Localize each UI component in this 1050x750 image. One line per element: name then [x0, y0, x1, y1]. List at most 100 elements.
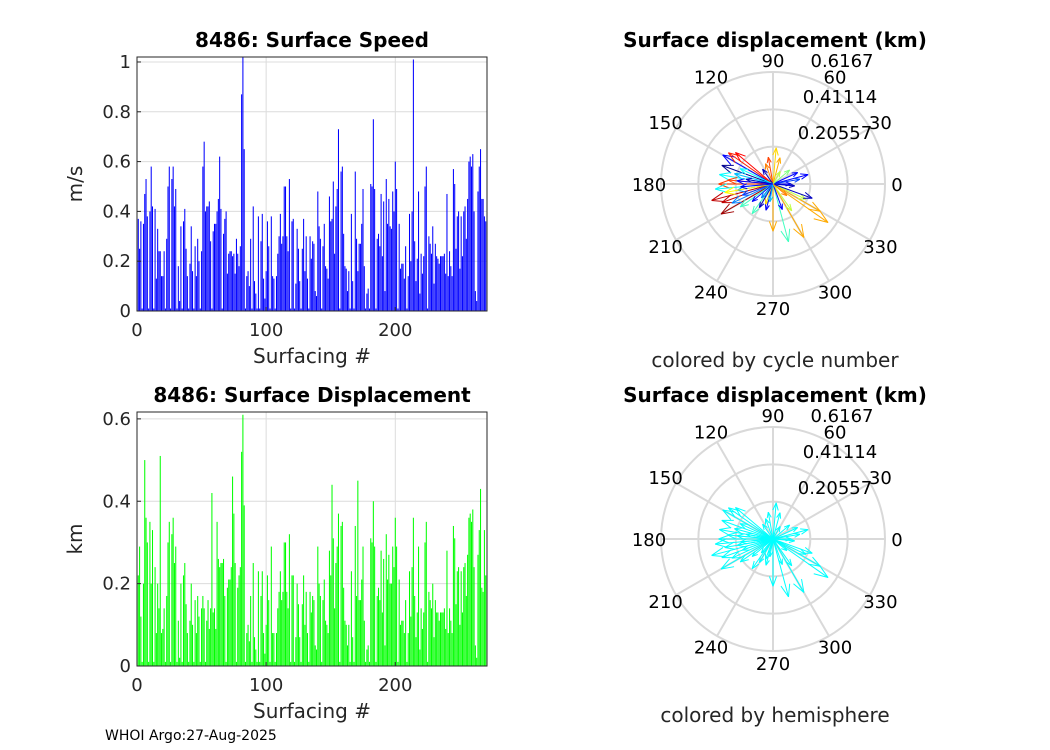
bar: [396, 188, 398, 311]
bar: [182, 575, 185, 666]
bar: [439, 256, 442, 311]
bar: [456, 216, 458, 311]
bar: [277, 608, 279, 666]
bar: [428, 236, 430, 311]
bar: [408, 571, 411, 666]
bar: [303, 575, 305, 666]
arrow-head: [728, 152, 741, 157]
bar: [166, 595, 168, 666]
arrow-head: [751, 563, 760, 570]
arrow-head: [734, 527, 744, 530]
arrow-shaft: [734, 173, 774, 185]
bar: [380, 550, 382, 666]
arrow-head: [735, 152, 746, 157]
bar: [372, 119, 374, 311]
chart-title: Surface displacement (km): [623, 383, 927, 407]
bar: [145, 517, 147, 666]
arrow-shaft: [721, 519, 774, 540]
arrow-head: [751, 198, 758, 202]
displacement-arrow: [739, 168, 774, 185]
bar: [485, 221, 487, 311]
bar: [290, 661, 292, 666]
displacement-arrow: [772, 526, 781, 540]
displacement-arrow: [772, 532, 801, 540]
polar-chart-cycle: 0 30 60 90 120 150 180 210 240 270 300 330 0.20557 0.…: [623, 28, 927, 372]
bar: [394, 161, 396, 311]
bar: [229, 251, 231, 311]
arrow-head: [819, 210, 829, 223]
bar: [343, 587, 345, 666]
arrow-shaft: [772, 183, 788, 197]
bar: [432, 226, 434, 311]
bar: [316, 649, 318, 666]
bar: [242, 414, 244, 666]
bar: [158, 608, 160, 666]
arrow-shaft: [772, 183, 783, 210]
arrow-head: [780, 230, 789, 243]
bar: [161, 276, 163, 311]
bar: [273, 278, 275, 311]
bar: [374, 546, 376, 666]
bar: [394, 517, 396, 666]
bar: [478, 530, 480, 666]
bar: [336, 188, 338, 311]
bar: [159, 251, 161, 311]
arrow-head: [718, 538, 730, 544]
arrow-head: [751, 551, 756, 557]
bar: [285, 542, 287, 666]
bar: [430, 608, 432, 666]
bar: [277, 253, 279, 311]
arrow-head: [783, 524, 790, 528]
bar: [354, 171, 356, 311]
arrow-head: [778, 171, 781, 178]
bar: [286, 236, 288, 311]
bar: [266, 221, 268, 311]
bar: [211, 308, 213, 311]
arrow-head: [758, 201, 761, 208]
bar: [221, 563, 223, 666]
bar: [379, 246, 381, 311]
bar: [451, 633, 453, 666]
bar: [225, 661, 227, 666]
bar: [250, 238, 252, 311]
bar: [235, 238, 237, 311]
bar: [330, 575, 332, 666]
bar: [365, 661, 367, 666]
displacement-arrow: [772, 538, 791, 598]
arrow-shaft: [751, 183, 774, 202]
bar: [155, 278, 157, 311]
bar: [251, 661, 253, 666]
arrow-shaft: [767, 157, 774, 185]
bar: [268, 246, 270, 311]
displacement-arrow: [768, 538, 774, 558]
bar: [213, 223, 216, 311]
displacement-arrow: [758, 183, 774, 208]
bar: [170, 308, 172, 311]
bar: [185, 248, 187, 311]
bar: [485, 575, 487, 666]
displacement-arrow: [720, 183, 774, 215]
angle-tick-label: 330: [863, 237, 897, 258]
bar: [393, 211, 395, 311]
bar: [385, 534, 387, 666]
arrow-shaft: [772, 183, 793, 212]
arrow-shaft: [772, 538, 783, 565]
arrow-head: [769, 551, 774, 558]
bar: [288, 179, 290, 311]
bar: [438, 263, 440, 311]
arrow-shaft: [769, 183, 774, 202]
bar: [161, 633, 163, 666]
arrow-shaft: [772, 157, 781, 185]
bar: [208, 201, 210, 311]
bar: [387, 579, 389, 666]
bar: [465, 595, 467, 666]
bar: [347, 291, 349, 311]
bar: [207, 600, 209, 666]
bar: [145, 179, 147, 311]
arrow-head: [797, 198, 806, 200]
bar: [312, 241, 314, 311]
bar: [353, 661, 355, 666]
bar: [202, 595, 204, 666]
displacement-arrow: [772, 171, 781, 185]
bar: [235, 661, 237, 666]
